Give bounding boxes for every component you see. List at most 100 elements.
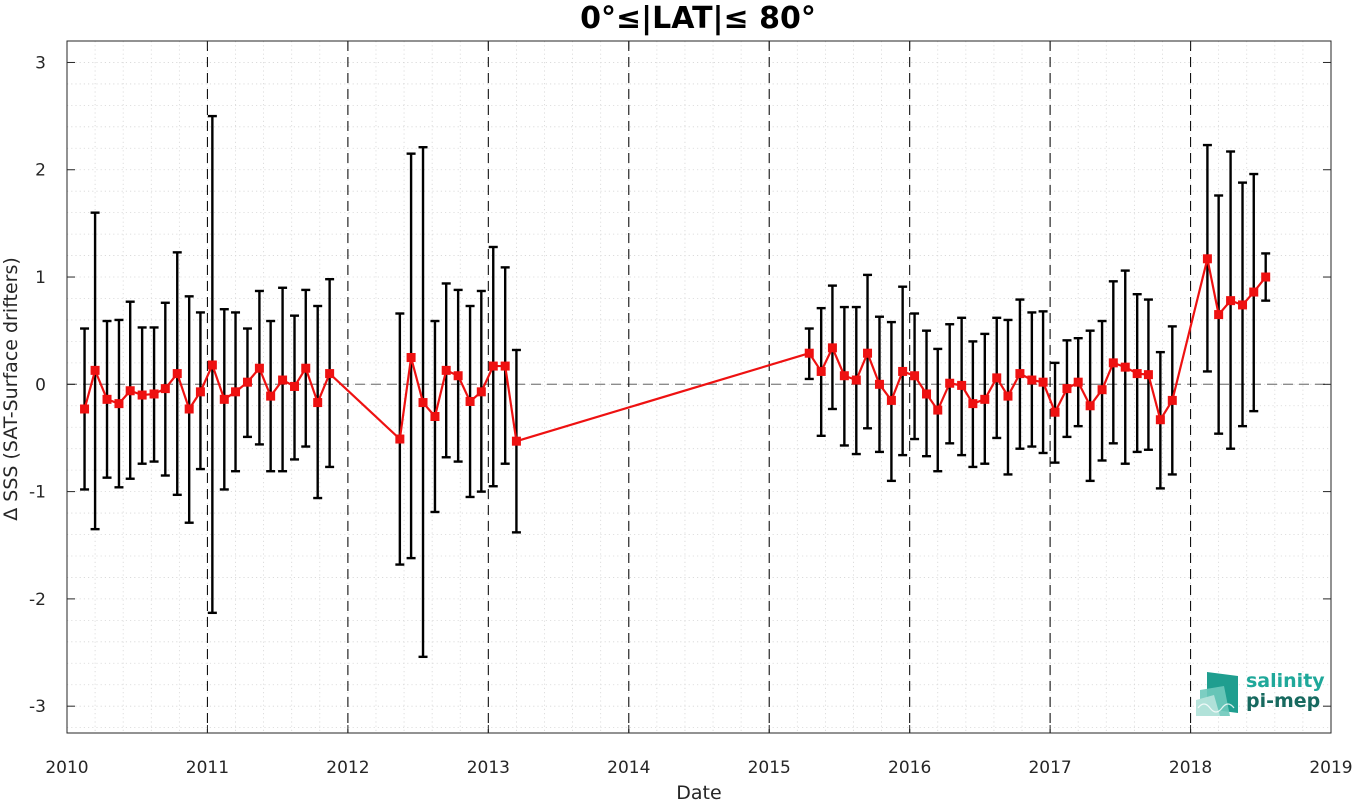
data-point-marker	[488, 361, 498, 371]
x-tick-labels: 2010 2011 2012 2013 2014 2015 2016 2017 2018 2019	[45, 758, 1352, 778]
data-point-marker	[1238, 300, 1248, 310]
data-point-marker	[242, 377, 252, 387]
data-point-marker	[1214, 310, 1224, 320]
data-point-marker	[395, 434, 405, 444]
data-point-marker	[1249, 287, 1259, 297]
data-point-marker	[325, 369, 335, 379]
data-point-marker	[968, 399, 978, 409]
data-point-marker	[839, 371, 849, 381]
tick-marks	[66, 41, 1332, 733]
y-tick-label: -3	[29, 697, 46, 717]
data-point-marker	[1167, 395, 1177, 405]
data-point-marker	[195, 387, 205, 397]
y-tick-label: -2	[29, 590, 46, 610]
data-point-marker	[184, 404, 194, 414]
data-point-marker	[219, 394, 229, 404]
data-point-marker	[160, 384, 170, 394]
data-point-marker	[207, 360, 217, 370]
data-point-marker	[980, 394, 990, 404]
data-point-marker	[301, 363, 311, 373]
data-point-marker	[886, 395, 896, 405]
data-point-marker	[945, 378, 955, 388]
data-point-marker	[231, 387, 241, 397]
year-separators	[206, 41, 1192, 733]
data-point-marker	[827, 343, 837, 353]
data-point-marker	[1120, 362, 1130, 372]
data-point-marker	[1073, 377, 1083, 387]
data-point-marker	[874, 379, 884, 389]
data-point-marker	[254, 363, 264, 373]
data-point-marker	[1155, 415, 1165, 425]
series-markers	[80, 254, 1271, 446]
data-point-marker	[430, 412, 440, 422]
data-point-marker	[278, 375, 288, 385]
logo-line1: salinity	[1246, 670, 1325, 692]
data-point-marker	[1108, 358, 1118, 368]
data-point-marker	[1202, 254, 1212, 264]
data-point-marker	[933, 405, 943, 415]
salinity-pi-mep-logo: salinity pi-mep	[1196, 670, 1325, 716]
x-tick-label: 2012	[326, 758, 369, 778]
data-point-marker	[1261, 272, 1271, 282]
data-point-marker	[1038, 377, 1048, 387]
data-point-marker	[114, 399, 124, 409]
data-point-marker	[313, 398, 323, 408]
y-tick-label: 0	[35, 375, 46, 395]
data-point-marker	[1143, 370, 1153, 380]
data-point-marker	[266, 391, 276, 401]
y-axis-label: Δ SSS (SAT-Surface drifters)	[0, 257, 22, 521]
x-tick-label: 2014	[607, 758, 650, 778]
data-point-marker	[1226, 296, 1236, 306]
y-tick-labels: 3 2 1 0 -1 -2 -3	[29, 53, 46, 717]
data-point-marker	[804, 348, 814, 358]
data-point-marker	[851, 375, 861, 385]
data-point-marker	[992, 373, 1002, 383]
error-bars	[80, 114, 1271, 659]
x-tick-label: 2015	[748, 758, 791, 778]
data-point-marker	[453, 371, 463, 381]
y-tick-label: 1	[35, 268, 46, 288]
x-tick-label: 2011	[186, 758, 229, 778]
data-point-marker	[1132, 369, 1142, 379]
data-point-marker	[149, 389, 159, 399]
data-point-marker	[816, 366, 826, 376]
plot-frame	[66, 40, 1332, 734]
x-tick-label: 2016	[888, 758, 931, 778]
logo-line2: pi-mep	[1246, 690, 1320, 712]
x-tick-label: 2019	[1309, 758, 1352, 778]
data-point-marker	[406, 352, 416, 362]
data-point-marker	[898, 366, 908, 376]
data-point-marker	[441, 365, 451, 375]
x-tick-label: 2013	[467, 758, 510, 778]
data-point-marker	[90, 365, 100, 375]
data-point-marker	[910, 371, 920, 381]
data-point-marker	[500, 361, 510, 371]
data-point-marker	[137, 390, 147, 400]
data-point-marker	[1085, 401, 1095, 411]
y-tick-label: 3	[35, 53, 46, 73]
y-tick-label: 2	[35, 161, 46, 181]
wave-icon	[1196, 672, 1238, 716]
data-point-marker	[957, 380, 967, 390]
data-point-marker	[863, 348, 873, 358]
data-point-marker	[1015, 369, 1025, 379]
data-point-marker	[125, 386, 135, 396]
chart-title: 0°≤|LAT|≤ 80°	[580, 1, 816, 36]
data-point-marker	[418, 398, 428, 408]
y-tick-label: -1	[29, 483, 46, 503]
data-point-marker	[1097, 385, 1107, 395]
x-axis-label: Date	[676, 782, 721, 801]
x-tick-label: 2018	[1169, 758, 1212, 778]
data-point-marker	[465, 396, 475, 406]
data-point-marker	[80, 404, 90, 414]
data-point-marker	[1027, 375, 1037, 385]
data-point-marker	[172, 369, 182, 379]
series-line	[83, 258, 1267, 443]
data-point-marker	[1062, 384, 1072, 394]
data-point-marker	[1003, 391, 1013, 401]
data-point-marker	[102, 394, 112, 404]
x-tick-label: 2010	[45, 758, 88, 778]
data-point-marker	[290, 381, 300, 391]
data-point-marker	[511, 436, 521, 446]
